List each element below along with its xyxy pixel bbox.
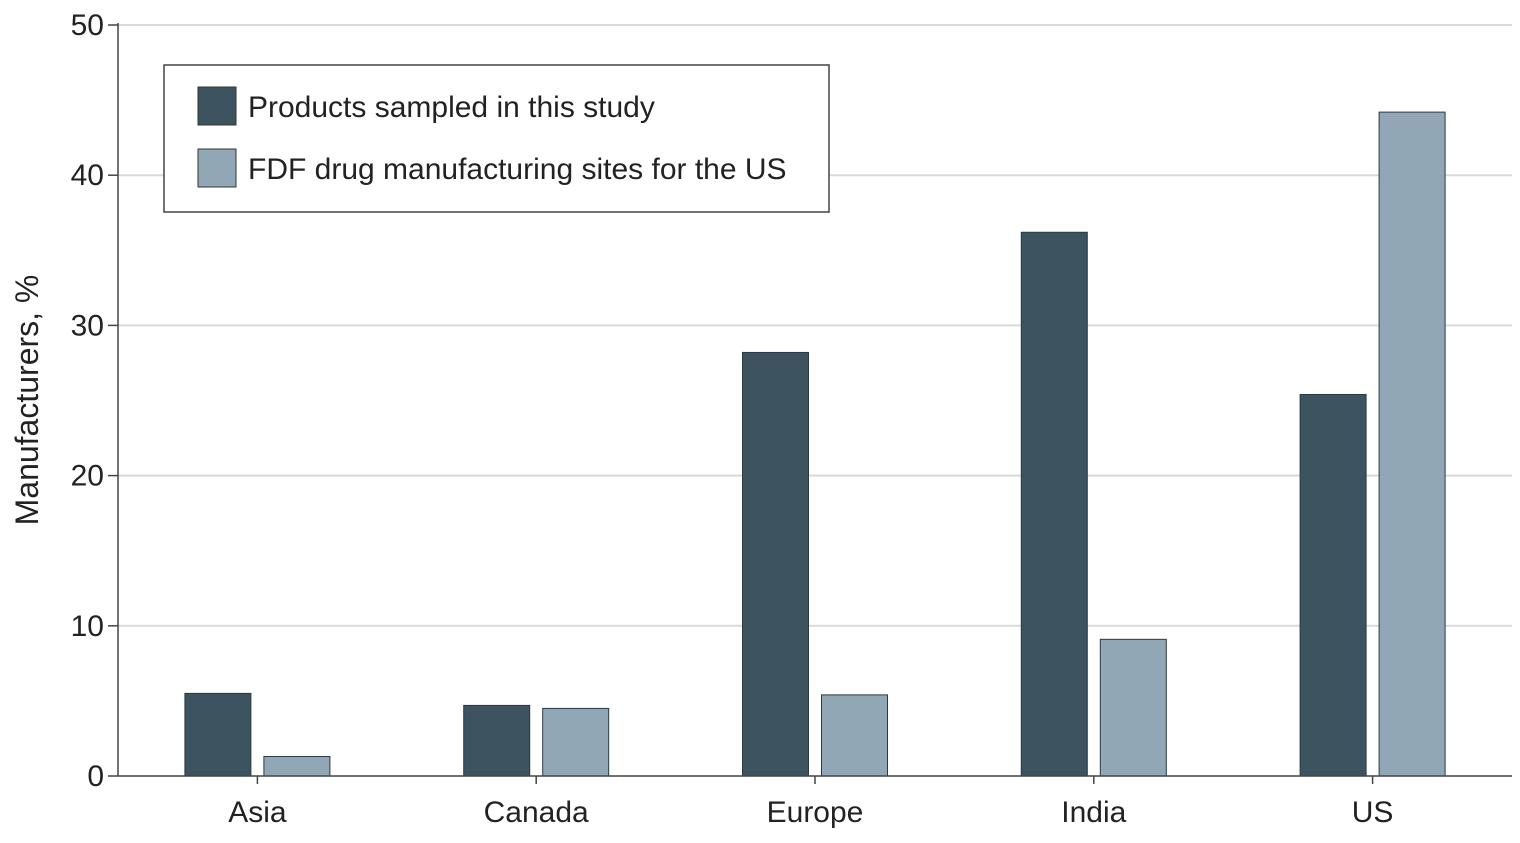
y-tick-label: 40	[71, 159, 104, 192]
legend-label-fdf-sites: FDF drug manufacturing sites for the US	[248, 153, 787, 186]
bar-us-series-2	[1378, 111, 1446, 777]
legend-box	[163, 64, 830, 213]
bar-india-series-1	[1020, 231, 1088, 777]
axes: Manufacturers, % 0 10 20 30 40 50 Asia Canada Eu…	[9, 9, 1512, 829]
bar-canada-series-1	[463, 704, 531, 777]
bar-asia-series-1	[184, 692, 252, 777]
x-tick-label: US	[1352, 796, 1394, 829]
legend-swatch-products	[197, 86, 237, 126]
x-tick-label: Asia	[228, 796, 287, 829]
bars	[184, 111, 1446, 777]
legend-label-products: Products sampled in this study	[248, 91, 655, 124]
y-tick-label: 0	[87, 760, 104, 793]
x-tick-label: India	[1061, 796, 1126, 829]
x-tick-label: Canada	[484, 796, 589, 829]
legend-swatch-fdf-sites	[197, 148, 237, 188]
bar-europe-series-1	[742, 351, 809, 777]
bar-india-series-2	[1099, 638, 1167, 777]
y-tick-label: 10	[71, 610, 104, 643]
y-tick-label: 20	[71, 460, 104, 493]
x-tick-label: Europe	[767, 796, 864, 829]
bar-us-series-1	[1299, 393, 1367, 777]
bar-asia-series-2	[263, 755, 331, 777]
y-axis-title: Manufacturers, %	[9, 275, 45, 526]
legend: Products sampled in this study FDF drug …	[163, 64, 830, 213]
y-tick-label: 30	[71, 309, 104, 342]
bar-europe-series-2	[821, 694, 888, 777]
bar-canada-series-2	[542, 707, 610, 777]
y-tick-label: 50	[71, 9, 104, 42]
